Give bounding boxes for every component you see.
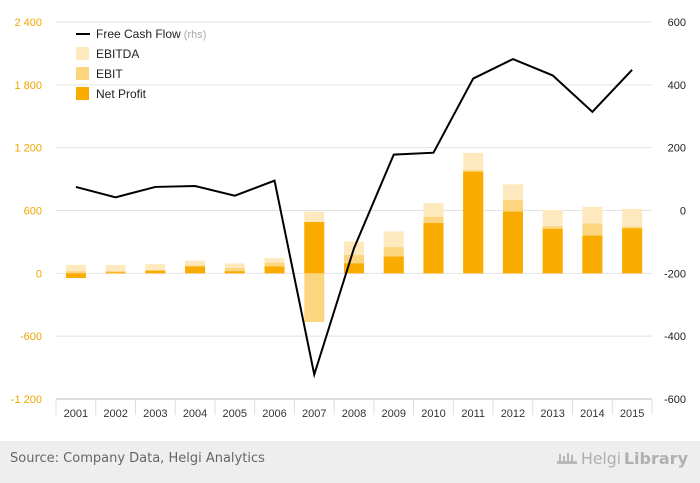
y-left-tick-label: -1 200 bbox=[11, 394, 42, 406]
y-left-tick-label: 2 400 bbox=[14, 17, 42, 29]
y-right-tick-label: 600 bbox=[668, 17, 686, 29]
legend-item-label: EBITDA bbox=[96, 47, 139, 61]
x-tick-label: 2005 bbox=[223, 408, 247, 420]
y-left-tick-label: 0 bbox=[36, 268, 42, 280]
legend-box-symbol bbox=[76, 67, 89, 80]
bar-net-profit bbox=[423, 223, 444, 274]
bar-ebit bbox=[224, 268, 245, 274]
x-tick-label: 2011 bbox=[461, 408, 485, 420]
x-tick-label: 2004 bbox=[183, 408, 207, 420]
bar-series bbox=[65, 152, 643, 323]
bar-net-profit bbox=[502, 211, 523, 274]
bar-net-profit bbox=[65, 273, 86, 279]
x-tick-label: 2015 bbox=[620, 408, 644, 420]
x-tick-label: 2010 bbox=[421, 408, 445, 420]
x-tick-label: 2012 bbox=[501, 408, 525, 420]
bar-ebit bbox=[304, 273, 325, 323]
bar-net-profit bbox=[463, 171, 484, 274]
bar-net-profit bbox=[264, 266, 285, 274]
x-tick-label: 2007 bbox=[302, 408, 326, 420]
x-tick-label: 2001 bbox=[64, 408, 88, 420]
bar-ebit bbox=[65, 271, 86, 274]
source-note: Source: Company Data, Helgi Analytics bbox=[10, 451, 265, 466]
x-tick-label: 2009 bbox=[381, 408, 405, 420]
legend-item-label: Net Profit bbox=[96, 87, 147, 101]
y-right-tick-label: -400 bbox=[664, 331, 686, 343]
y-right-tick-label: -200 bbox=[664, 268, 686, 280]
x-tick-label: 2014 bbox=[580, 408, 604, 420]
bar-net-profit bbox=[145, 270, 166, 274]
library-icon bbox=[556, 452, 577, 464]
x-tick-label: 2006 bbox=[262, 408, 286, 420]
bar-net-profit bbox=[344, 263, 364, 274]
line-free-cash-flow bbox=[75, 57, 633, 379]
legend[interactable]: Free Cash Flow (rhs) EBITDA EBIT Net Profit bbox=[76, 27, 206, 101]
bar-net-profit bbox=[582, 235, 603, 274]
y-right-tick-label: 200 bbox=[668, 143, 686, 155]
legend-item-suffix: (rhs) bbox=[181, 29, 207, 41]
x-tick-label: 2003 bbox=[143, 408, 167, 420]
bar-net-profit bbox=[542, 228, 563, 274]
x-tick-label: 2002 bbox=[103, 408, 127, 420]
line-series bbox=[75, 57, 633, 379]
bar-net-profit bbox=[383, 256, 404, 274]
bar-net-profit bbox=[185, 266, 206, 274]
y-left-tick-label: 1 800 bbox=[14, 80, 42, 92]
bar-ebitda bbox=[65, 264, 86, 274]
legend-box-symbol bbox=[76, 47, 89, 60]
x-tick-label: 2013 bbox=[540, 408, 564, 420]
x-tick-label: 2008 bbox=[342, 408, 366, 420]
bar-net-profit bbox=[304, 222, 325, 274]
bar-net-profit bbox=[224, 271, 245, 274]
axes: 2 400 1 800 1 200 600 0 -600 -1 200 600 400 200 0 -… bbox=[11, 17, 686, 420]
legend-item-label: EBIT bbox=[96, 67, 123, 81]
y-right-tick-label: -600 bbox=[664, 394, 686, 406]
footer: Source: Company Data, Helgi Analytics He… bbox=[0, 441, 700, 483]
brand-name-part2: Library bbox=[623, 449, 688, 468]
y-right-tick-label: 0 bbox=[680, 206, 686, 218]
brand-name-part1: Helgi bbox=[580, 449, 621, 468]
y-left-tick-label: -600 bbox=[20, 331, 42, 343]
legend-box-symbol bbox=[76, 87, 89, 100]
bar-ebitda bbox=[105, 264, 126, 274]
bar-net-profit bbox=[622, 228, 643, 274]
bar-net-profit bbox=[105, 272, 126, 274]
y-left-tick-label: 600 bbox=[24, 206, 42, 218]
y-right-tick-label: 400 bbox=[668, 80, 686, 92]
legend-item-label: Free Cash Flow (rhs) bbox=[96, 27, 206, 41]
bar-ebitda bbox=[145, 264, 166, 274]
brand-logo[interactable]: Helgi Library bbox=[556, 449, 688, 468]
y-left-tick-label: 1 200 bbox=[14, 143, 42, 155]
combo-chart: 2 400 1 800 1 200 600 0 -600 -1 200 600 400 200 0 -… bbox=[11, 17, 686, 420]
